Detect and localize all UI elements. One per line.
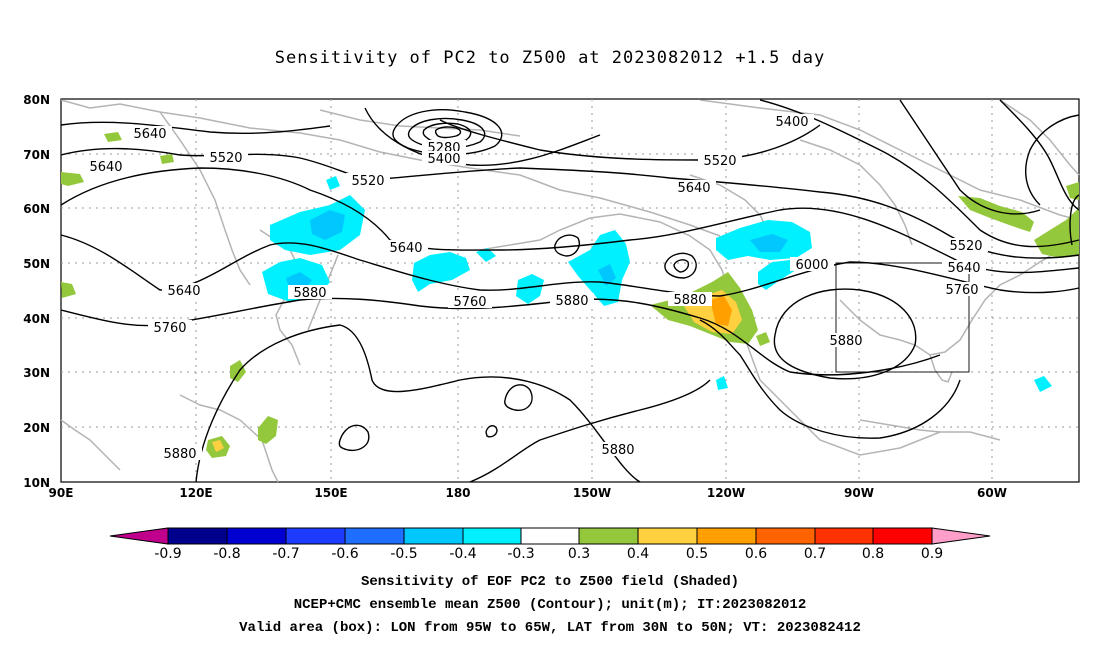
- colorbar-swatch: [344, 527, 405, 545]
- footer-line-2: NCEP+CMC ensemble mean Z500 (Contour); u…: [293, 597, 807, 613]
- colorbar: [109, 527, 991, 545]
- contour-label: 5760: [945, 283, 978, 298]
- colorbar-low-triangle: [109, 527, 169, 545]
- contour-label: 5880: [163, 447, 196, 462]
- colorbar-high-triangle: [931, 527, 991, 545]
- contour-label: 5400: [427, 152, 460, 167]
- colorbar-label: 0.7: [804, 546, 826, 562]
- colorbar-label: 0.9: [921, 546, 943, 562]
- contour-label: 5520: [209, 151, 242, 166]
- colorbar-label: 0.6: [745, 546, 767, 562]
- lat-label: 40N: [23, 312, 50, 326]
- colorbar-swatch: [755, 527, 816, 545]
- lat-label: 10N: [23, 476, 50, 490]
- colorbar-label: -0.4: [449, 546, 476, 562]
- chart-title: Sensitivity of PC2 to Z500 at 2023082012…: [274, 48, 826, 68]
- colorbar-label: -0.8: [213, 546, 240, 562]
- contour-label: 5640: [167, 284, 200, 299]
- colorbar-label: -0.5: [390, 546, 417, 562]
- contour-label: 5760: [153, 321, 186, 336]
- colorbar-label: -0.6: [331, 546, 358, 562]
- lon-label: 180: [445, 486, 470, 500]
- lon-label: 90E: [49, 486, 74, 500]
- lat-label: 30N: [23, 366, 50, 380]
- colorbar-swatch: [285, 527, 346, 545]
- contour-label: 5520: [949, 239, 982, 254]
- colorbar-swatch: [167, 527, 228, 545]
- contour-label: 5880: [555, 294, 588, 309]
- lon-label: 150W: [573, 486, 611, 500]
- contour-label: 5880: [601, 443, 634, 458]
- lat-label: 20N: [23, 421, 50, 435]
- lon-label: 60W: [977, 486, 1007, 500]
- colorbar-swatch: [403, 527, 464, 545]
- contour-label: 5880: [293, 286, 326, 301]
- contour-label: 5520: [351, 174, 384, 189]
- contour-label: 5880: [829, 334, 862, 349]
- contour-labels: 5640 5640 5520 5520 5280 5400 5400 5520 …: [84, 114, 988, 462]
- contour-label: 5880: [673, 293, 706, 308]
- longitude-labels: 90E 120E 150E 180 150W 120W 90W 60W: [49, 486, 1007, 500]
- contour-label: 5640: [89, 160, 122, 175]
- contour-label: 5640: [677, 181, 710, 196]
- contour-label: 5640: [133, 127, 166, 142]
- contour-label: 5640: [389, 241, 422, 256]
- contour-label: 5640: [947, 261, 980, 276]
- contour-label: 5520: [703, 154, 736, 169]
- colorbar-label: 0.3: [568, 546, 590, 562]
- colorbar-label: -0.3: [507, 546, 534, 562]
- contour-label: 5760: [453, 295, 486, 310]
- valid-area-box: [835, 262, 970, 373]
- colorbar-swatch: [814, 527, 874, 545]
- contour-label: 5400: [775, 115, 808, 130]
- colorbar-swatch: [637, 527, 698, 545]
- colorbar-label: -0.7: [272, 546, 299, 562]
- footer-line-3: Valid area (box): LON from 95W to 65W, L…: [239, 620, 861, 636]
- colorbar-label: -0.9: [154, 546, 181, 562]
- sensitivity-shading: [61, 132, 1079, 458]
- colorbar-swatch: [696, 527, 757, 545]
- colorbar-swatch: [520, 527, 580, 545]
- lon-label: 150E: [314, 486, 347, 500]
- lat-label: 80N: [23, 93, 50, 107]
- latitude-labels: 80N 70N 60N 50N 40N 30N 20N 10N: [23, 93, 50, 490]
- lon-label: 90W: [844, 486, 874, 500]
- lon-label: 120E: [179, 486, 212, 500]
- colorbar-label: 0.8: [862, 546, 884, 562]
- contour-label: 6000: [795, 258, 828, 273]
- colorbar-swatch: [462, 527, 522, 545]
- lat-label: 50N: [23, 257, 50, 271]
- lon-label: 120W: [707, 486, 745, 500]
- lat-label: 70N: [23, 148, 50, 162]
- colorbar-label: 0.5: [686, 546, 708, 562]
- colorbar-swatch: [578, 527, 639, 545]
- colorbar-labels: -0.9 -0.8 -0.7 -0.6 -0.5 -0.4 -0.3 0.3 0…: [154, 546, 943, 562]
- footer-line-1: Sensitivity of EOF PC2 to Z500 field (Sh…: [360, 574, 740, 590]
- colorbar-swatch: [872, 527, 933, 545]
- colorbar-swatch: [226, 527, 287, 545]
- lat-label: 60N: [23, 202, 50, 216]
- colorbar-label: 0.4: [627, 546, 649, 562]
